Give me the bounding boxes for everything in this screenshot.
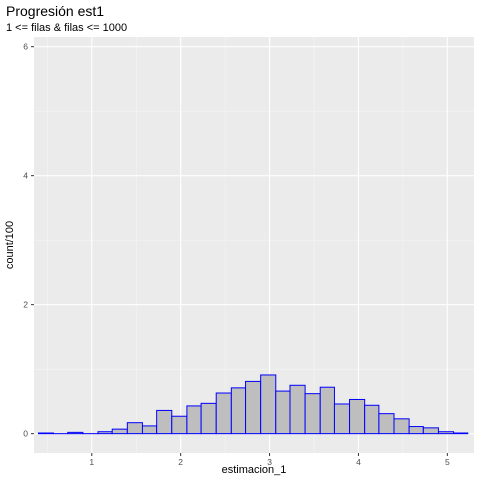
y-axis: 0 2 4 6 <box>23 42 34 439</box>
histogram-bar <box>201 403 216 433</box>
histogram-bar <box>305 394 320 434</box>
y-axis-title: count/100 <box>4 221 16 269</box>
histogram-bar <box>38 433 53 434</box>
histogram-bar <box>231 388 245 434</box>
y-tick-label: 4 <box>23 171 28 181</box>
y-tick-label: 2 <box>23 300 28 310</box>
x-tick-label: 5 <box>445 457 450 467</box>
y-tick-label: 0 <box>23 429 28 439</box>
histogram-bar <box>261 375 276 434</box>
histogram-bar <box>187 406 201 434</box>
y-tick-label: 6 <box>23 42 28 52</box>
histogram-bar <box>246 381 261 433</box>
histogram-bar <box>350 399 365 433</box>
histogram-bar <box>379 414 394 434</box>
histogram-bar <box>409 427 423 434</box>
x-tick-label: 2 <box>178 457 183 467</box>
histogram-bar <box>423 428 438 434</box>
histogram-bar <box>112 429 127 434</box>
histogram-bar <box>127 423 142 434</box>
x-tick-label: 4 <box>356 457 361 467</box>
histogram-bar <box>334 404 349 434</box>
histogram-bar <box>157 410 172 433</box>
histogram-bar <box>320 387 334 433</box>
histogram-bar <box>98 432 112 434</box>
histogram-bar <box>68 432 83 433</box>
histogram-bar <box>290 385 305 433</box>
histogram-bar <box>276 391 290 434</box>
histogram-bar <box>454 433 468 434</box>
histogram-bar <box>438 432 453 434</box>
histogram-bar <box>365 405 379 433</box>
histogram-bar <box>216 393 231 434</box>
histogram-bar <box>142 426 156 434</box>
x-axis-title: estimacion_1 <box>222 464 287 476</box>
histogram-bar <box>172 416 187 433</box>
histogram-bar <box>394 419 409 434</box>
x-tick-label: 1 <box>89 457 94 467</box>
